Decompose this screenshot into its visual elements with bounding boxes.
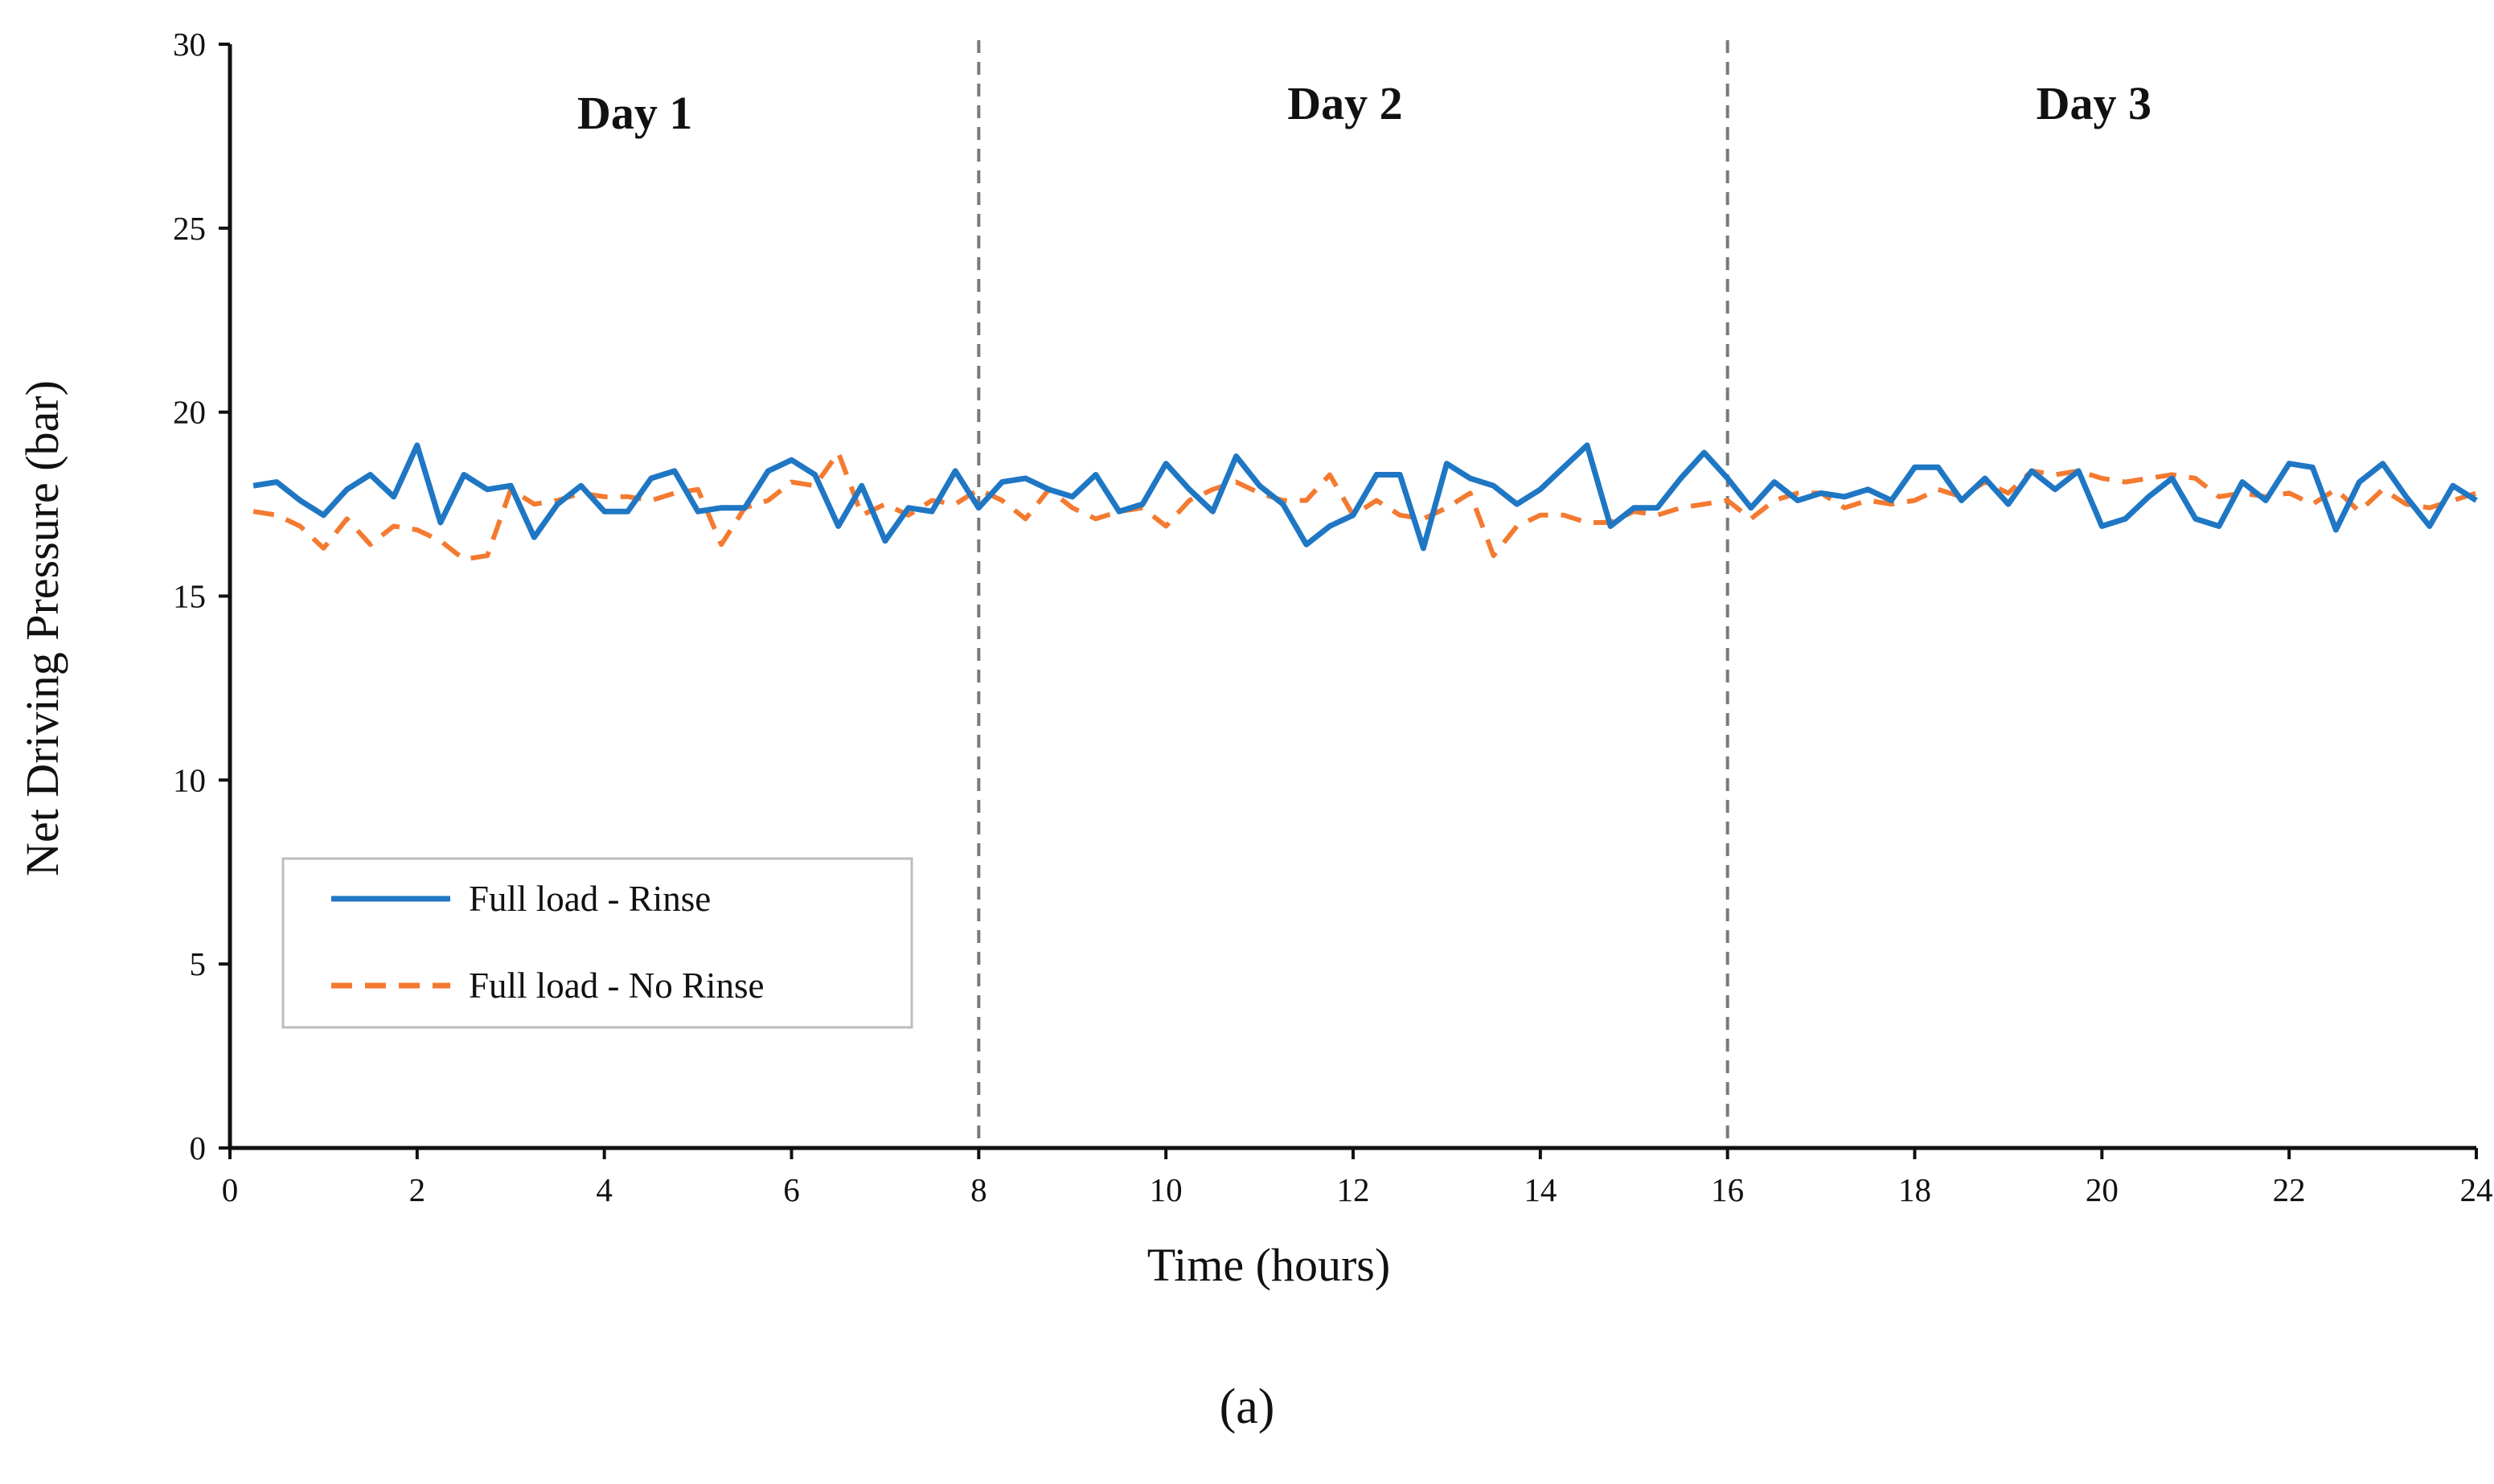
series-layer: [252, 442, 2478, 562]
x-tick-label: 18: [1898, 1171, 1931, 1208]
y-tick-label: 30: [173, 26, 206, 63]
y-tick-label: 25: [173, 210, 206, 247]
separators-layer: [977, 40, 1729, 1148]
x-tick-label: 10: [1150, 1171, 1183, 1208]
x-tick-label: 14: [1524, 1171, 1557, 1208]
x-tick-label: 0: [222, 1171, 239, 1208]
x-tick-label: 20: [2086, 1171, 2119, 1208]
legend-label-rinse: Full load - Rinse: [469, 879, 711, 919]
y-tick-label: 20: [173, 394, 206, 431]
series-line-rinse: [252, 442, 2478, 551]
y-tick-label: 0: [190, 1129, 207, 1166]
x-tick-label: 8: [970, 1171, 987, 1208]
figure-caption: (a): [1220, 1379, 1275, 1434]
legend: Full load - Rinse Full load - No Rinse: [281, 857, 913, 1029]
x-tick-label: 2: [409, 1171, 426, 1208]
x-axis-title: Time (hours): [1147, 1239, 1390, 1291]
x-tick-label: 16: [1711, 1171, 1744, 1208]
y-tick-label: 10: [173, 761, 206, 798]
day-label-1: Day 1: [577, 87, 692, 139]
x-tick-label: 24: [2460, 1171, 2493, 1208]
day-label-2: Day 2: [1287, 77, 1402, 129]
legend-box: [281, 857, 913, 1029]
x-tick-label: 6: [783, 1171, 800, 1208]
legend-label-no-rinse: Full load - No Rinse: [469, 965, 765, 1006]
y-tick-label: 15: [173, 578, 206, 615]
x-tick-label: 4: [596, 1171, 613, 1208]
y-axis-title: Net Driving Pressure (bar): [16, 380, 68, 876]
x-tick-label: 22: [2273, 1171, 2306, 1208]
x-tick-label: 12: [1337, 1171, 1370, 1208]
y-tick-label: 5: [190, 945, 207, 982]
series-line-no-rinse: [252, 450, 2477, 562]
day-label-3: Day 3: [2037, 77, 2151, 129]
day-labels-layer: Day 1 Day 2 Day 3: [577, 77, 2151, 139]
